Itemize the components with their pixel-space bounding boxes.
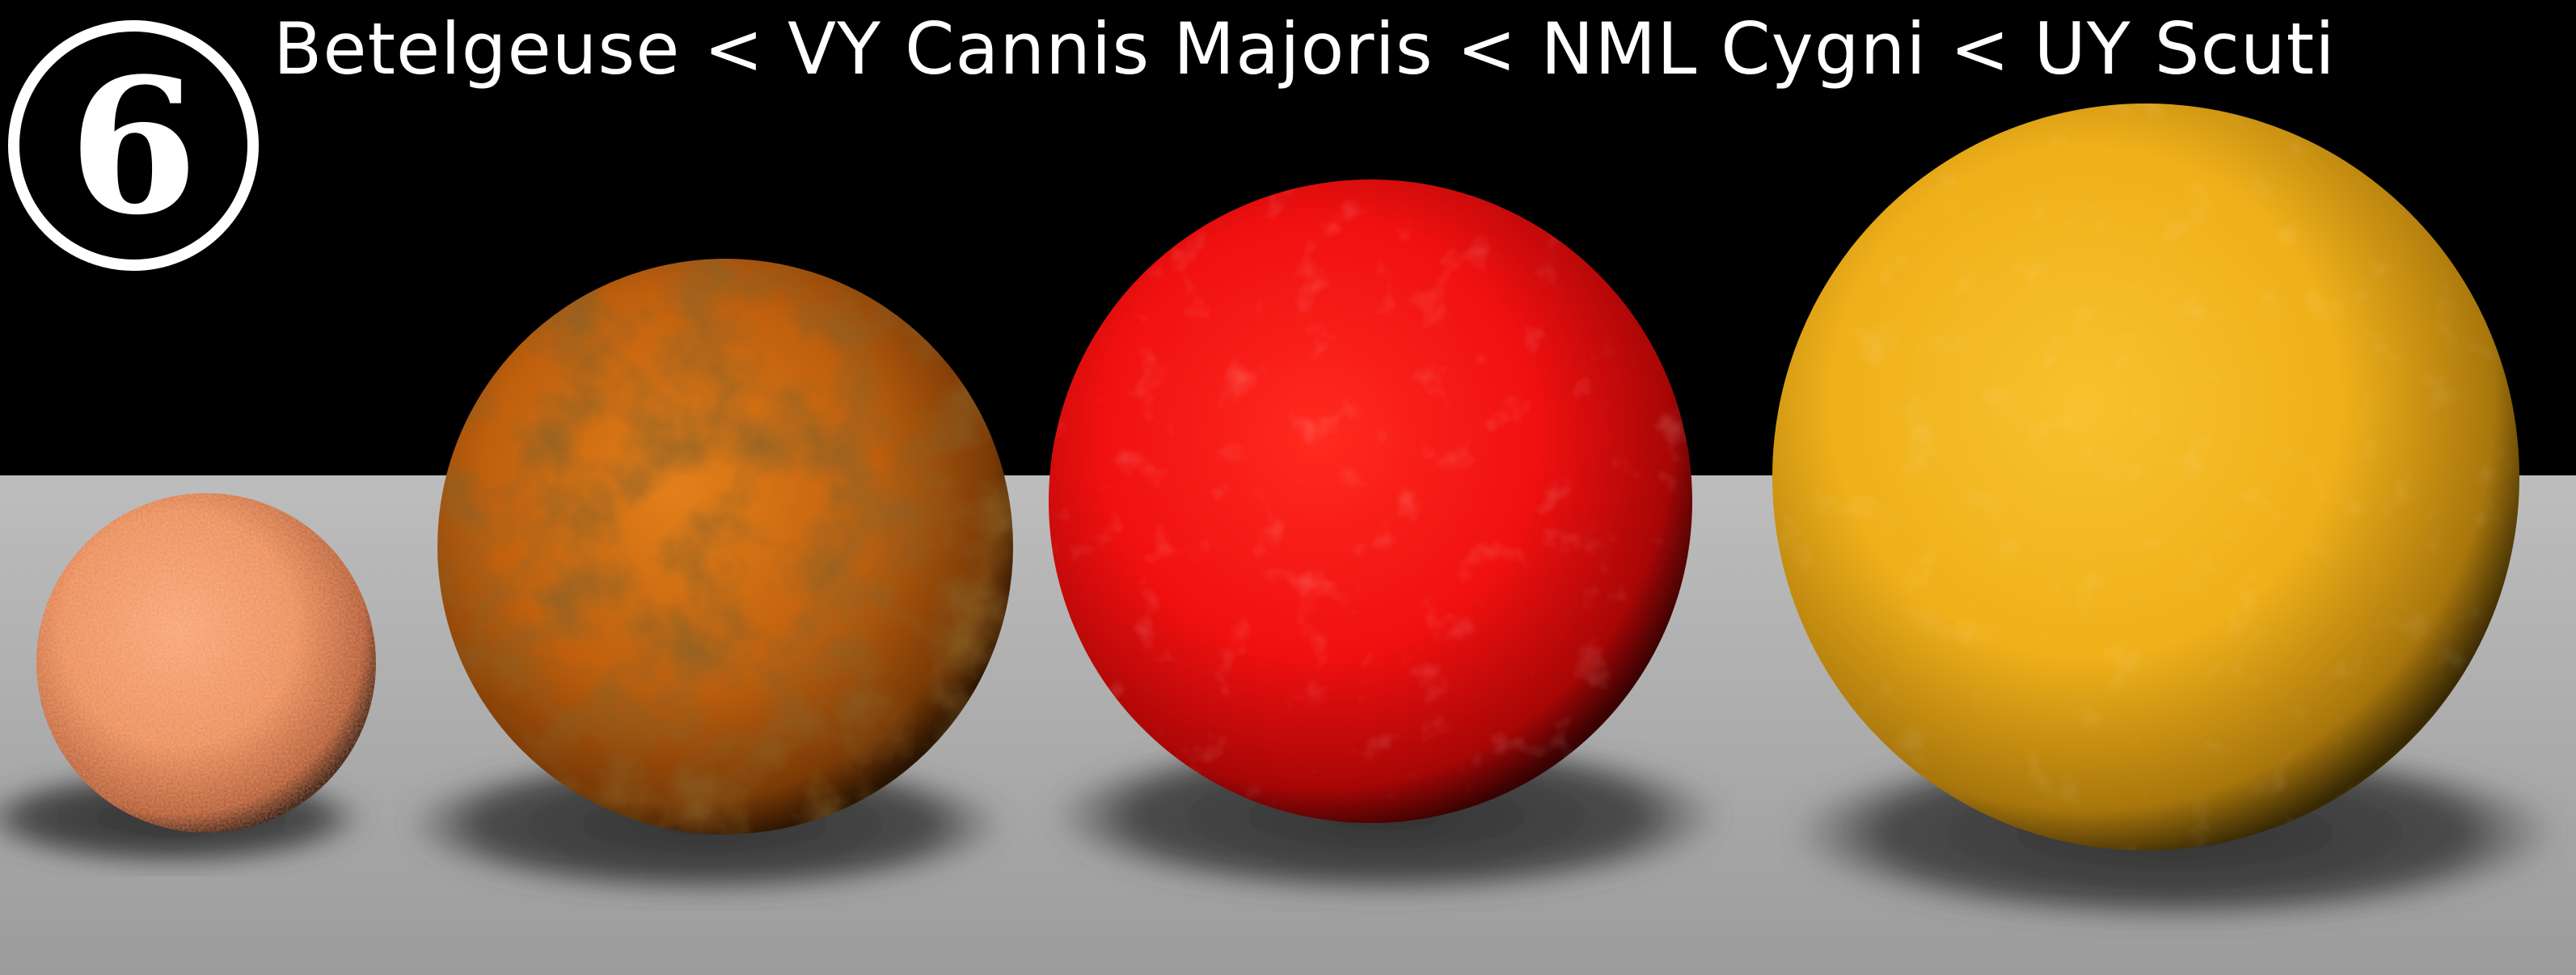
star-vy-cannis-majoris [437,259,1013,834]
star-betelgeuse [36,493,376,833]
number-badge: 6 [8,20,259,271]
star-nml-cygni [1049,179,1692,823]
size-comparison-heading: Betelgeuse < VY Cannis Majoris < NML Cyg… [273,7,2336,91]
badge-number: 6 [69,38,198,256]
star-uy-scuti [1772,103,2519,850]
